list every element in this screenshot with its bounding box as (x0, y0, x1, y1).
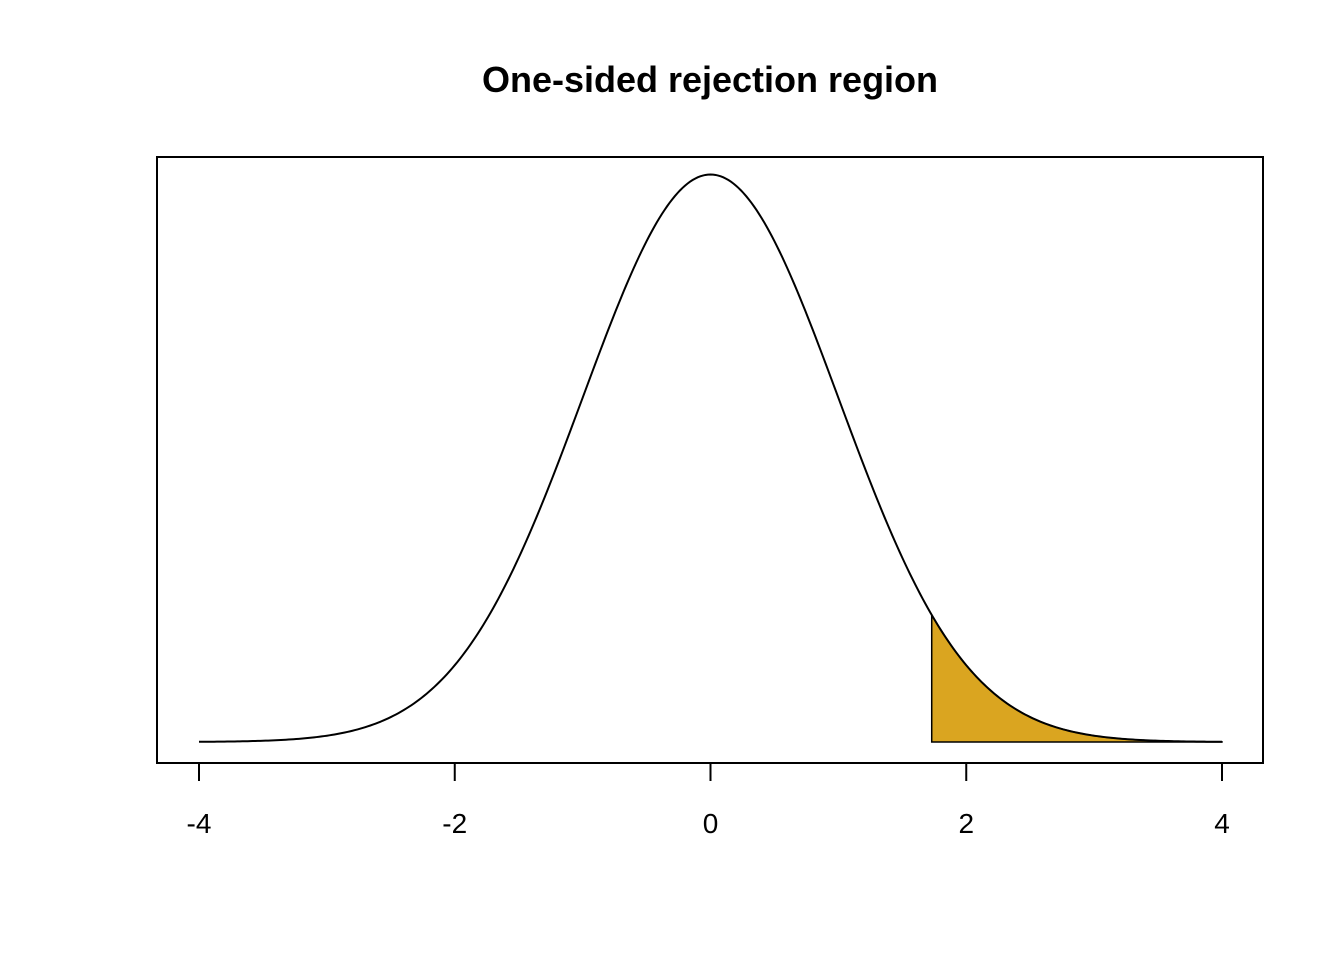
x-tick-label: -2 (442, 808, 467, 839)
x-tick-label: 0 (703, 808, 719, 839)
x-axis: -4 -2 0 2 4 (187, 762, 1230, 839)
rejection-region-shading (930, 612, 1223, 743)
plot-region (156, 156, 1264, 764)
x-tick-label: -4 (187, 808, 212, 839)
x-tick-label: 2 (958, 808, 974, 839)
x-tick-label: 4 (1214, 808, 1230, 839)
density-curve (198, 173, 1223, 743)
chart-title: One-sided rejection region (482, 59, 938, 100)
plot-box (156, 156, 1264, 764)
